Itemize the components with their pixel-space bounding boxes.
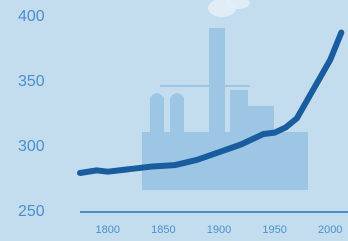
x-tick-label: 1900 [207, 224, 231, 236]
x-tick-label: 1800 [96, 224, 120, 236]
x-tick-label: 1850 [151, 224, 175, 236]
y-tick-label: 350 [18, 73, 45, 90]
y-tick-label: 300 [18, 138, 45, 155]
page: 25030035040018001850190019502000 (() => … [0, 0, 348, 241]
x-tick-label: 2000 [318, 224, 342, 236]
y-tick-label: 250 [18, 203, 45, 220]
y-tick-label: 400 [18, 8, 45, 25]
x-tick-label: 1950 [262, 224, 286, 236]
chart: 250 300 350 400 1800 1850 1900 1950 2000 [0, 0, 348, 241]
